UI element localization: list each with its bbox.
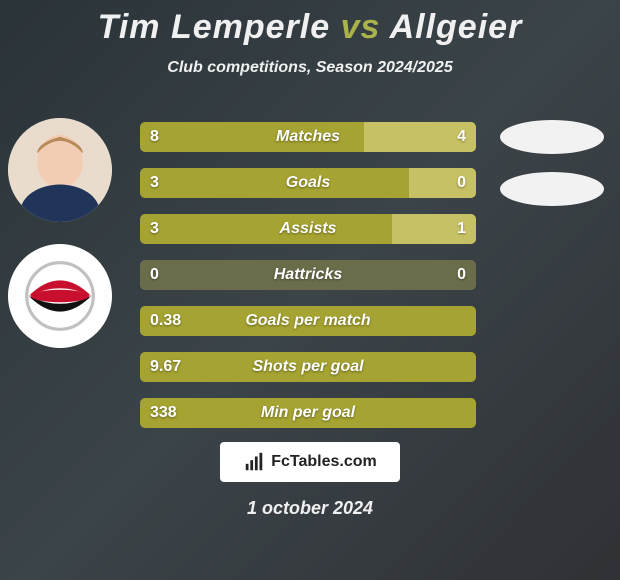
player2-avatar [8, 244, 112, 348]
stat-row: 338Min per goal [140, 398, 476, 428]
player1-name: Tim Lemperle [98, 8, 330, 46]
avatar-stack [8, 118, 112, 370]
stat-row: 00Hattricks [140, 260, 476, 290]
chart-icon [243, 451, 265, 473]
decorative-oval [500, 120, 604, 154]
date-label: 1 october 2024 [0, 498, 620, 519]
brand-label: FcTables.com [271, 453, 377, 471]
subtitle: Club competitions, Season 2024/2025 [0, 59, 620, 77]
decorative-oval [500, 172, 604, 206]
stat-label: Matches [140, 122, 476, 152]
stat-label: Goals [140, 168, 476, 198]
stat-label: Assists [140, 214, 476, 244]
stat-row: 9.67Shots per goal [140, 352, 476, 382]
stat-label: Min per goal [140, 398, 476, 428]
stat-row: 0.38Goals per match [140, 306, 476, 336]
stat-row: 84Matches [140, 122, 476, 152]
stat-label: Hattricks [140, 260, 476, 290]
stat-label: Shots per goal [140, 352, 476, 382]
club-logo-icon [8, 244, 112, 348]
brand-badge[interactable]: FcTables.com [220, 442, 400, 482]
stat-row: 30Goals [140, 168, 476, 198]
right-oval-stack [500, 120, 604, 224]
vs-text: vs [341, 8, 381, 46]
stat-label: Goals per match [140, 306, 476, 336]
stat-row: 31Assists [140, 214, 476, 244]
player2-name: Allgeier [390, 8, 523, 46]
comparison-title: Tim Lemperle vs Allgeier [0, 0, 620, 47]
person-icon [8, 118, 112, 222]
player1-avatar [8, 118, 112, 222]
stat-bars: 84Matches 30Goals 31Assists 00Hattricks 0.38… [140, 122, 476, 444]
